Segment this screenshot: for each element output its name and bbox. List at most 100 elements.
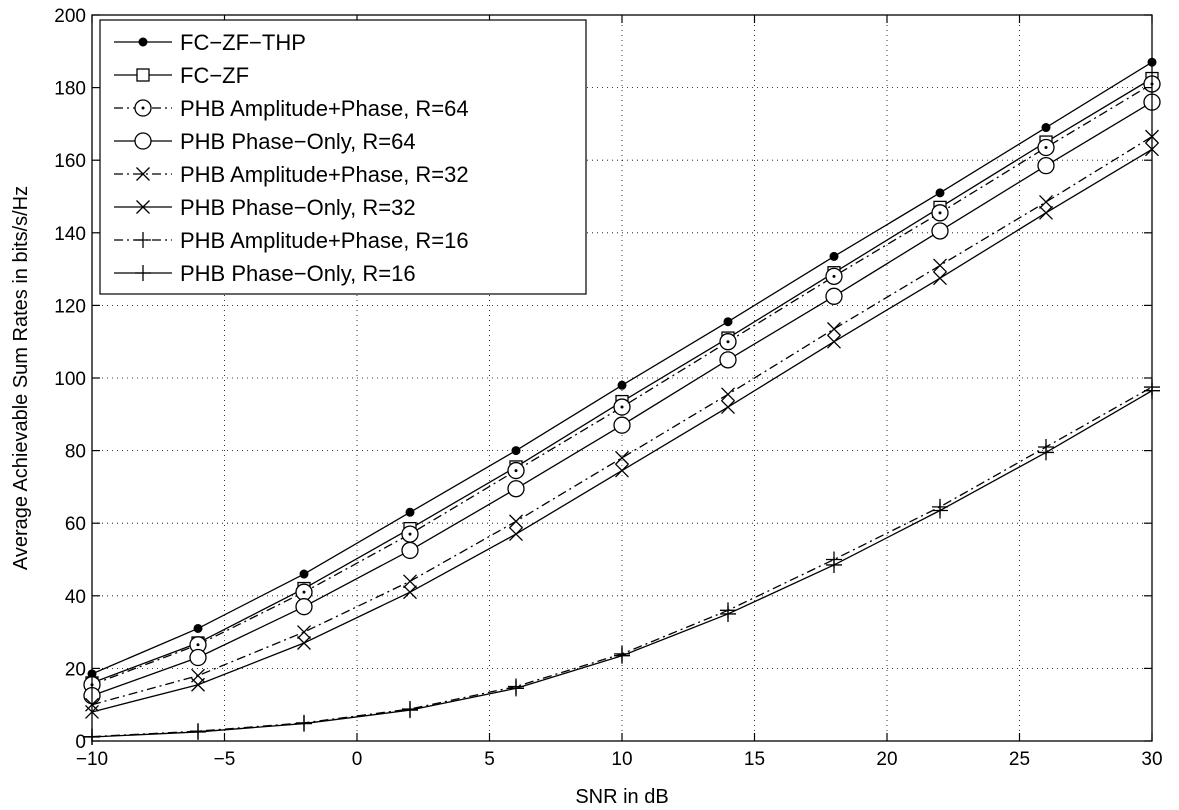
data-point (190, 723, 206, 740)
data-point (189, 648, 207, 667)
series-2 (83, 75, 1161, 694)
data-point (296, 715, 312, 732)
data-point (405, 507, 415, 517)
data-point (617, 380, 627, 390)
series-group (83, 57, 1161, 746)
legend-label: PHB Phase−Only, R=64 (180, 129, 416, 154)
y-tick-label: 20 (65, 659, 86, 680)
data-point (1039, 205, 1053, 220)
data-point (509, 527, 523, 542)
data-point (191, 677, 205, 692)
data-point (401, 541, 419, 560)
data-point (1038, 444, 1054, 461)
y-tick-label: 120 (54, 296, 86, 317)
y-tick-label: 60 (65, 514, 86, 535)
x-tick-label: 15 (744, 749, 765, 770)
legend-label: PHB Phase−Only, R=16 (180, 261, 416, 286)
data-point (723, 317, 733, 327)
data-point (295, 598, 313, 616)
legend-marker (136, 167, 150, 181)
y-tick-label: 80 (65, 442, 86, 463)
x-tick-label: −5 (214, 749, 236, 770)
legend-marker (135, 232, 151, 248)
series-5 (85, 142, 1159, 719)
y-tick-label: 0 (75, 732, 86, 753)
x-tick-label: 30 (1141, 749, 1162, 770)
data-point (1041, 123, 1051, 133)
y-tick-label: 180 (54, 79, 86, 100)
data-point (825, 287, 843, 305)
data-point (719, 333, 737, 351)
legend-item: PHB Amplitude+Phase, R=32 (114, 162, 469, 187)
data-point (829, 251, 839, 261)
data-point (193, 623, 203, 633)
legend-marker (135, 265, 151, 281)
legend-marker (134, 132, 152, 150)
data-point (508, 680, 524, 697)
data-point (509, 514, 523, 529)
data-point (615, 450, 629, 465)
y-tick-label: 140 (54, 224, 86, 245)
data-point (719, 351, 737, 369)
data-point (613, 398, 631, 416)
data-point (827, 322, 841, 336)
legend-item: PHB Amplitude+Phase, R=64 (114, 96, 469, 121)
legend-item: PHB Phase−Only, R=16 (114, 261, 416, 286)
legend-marker (136, 68, 150, 82)
legend-item: FC−ZF−THP (114, 30, 306, 55)
data-point (507, 480, 525, 498)
legend-marker (136, 200, 150, 214)
data-point (401, 525, 419, 543)
x-tick-label: 20 (876, 749, 897, 770)
data-point (297, 636, 311, 650)
x-tick-label: 5 (484, 749, 495, 770)
data-point (721, 400, 735, 414)
legend: FC−ZF−THP FC−ZF PHB Amplitude+Phase, R=64 P… (99, 19, 587, 295)
legend-label: FC−ZF (180, 63, 249, 88)
y-tick-label: 40 (65, 587, 86, 608)
data-point (299, 569, 309, 579)
legend-marker (134, 99, 152, 117)
data-point (933, 271, 947, 286)
x-tick-label: 0 (352, 749, 363, 770)
legend-item: PHB Phase−Only, R=64 (114, 129, 416, 154)
data-point (931, 204, 949, 222)
y-tick-label: 100 (54, 369, 86, 390)
legend-label: PHB Phase−Only, R=32 (180, 195, 416, 220)
data-point (615, 463, 629, 478)
x-axis-label: SNR in dB (575, 786, 668, 808)
y-tick-label: 160 (54, 151, 86, 172)
data-point (403, 585, 417, 600)
data-point (932, 502, 948, 519)
data-point (1037, 138, 1055, 157)
data-point (826, 556, 842, 573)
series-3 (83, 93, 1161, 705)
x-tick-label: −10 (76, 749, 108, 770)
data-point (931, 222, 949, 240)
data-point (507, 461, 525, 480)
data-point (614, 647, 630, 664)
legend-marker (138, 37, 148, 47)
data-point (721, 387, 735, 402)
data-point (933, 258, 947, 273)
legend-label: PHB Amplitude+Phase, R=32 (180, 162, 469, 187)
x-tick-label: 25 (1009, 749, 1030, 770)
series-4 (85, 129, 1159, 712)
data-point (720, 605, 736, 622)
data-point (511, 446, 521, 456)
legend-label: FC−ZF−THP (180, 30, 306, 55)
legend-label: PHB Amplitude+Phase, R=16 (180, 228, 469, 253)
data-point (825, 267, 843, 286)
x-tick-label: 10 (611, 749, 632, 770)
data-point (827, 334, 841, 349)
series-0 (87, 57, 1157, 679)
axis-ticks: −10 −5 0 5 10 15 20 25 30 0 20 40 60 80 100 120 140 160 18… (54, 6, 1162, 770)
legend-box (99, 19, 587, 295)
series-line (91, 83, 1153, 686)
data-point (935, 188, 945, 198)
data-point (295, 583, 313, 601)
y-tick-label: 200 (54, 6, 86, 27)
data-point (402, 702, 418, 719)
legend-item: PHB Amplitude+Phase, R=16 (114, 228, 469, 253)
